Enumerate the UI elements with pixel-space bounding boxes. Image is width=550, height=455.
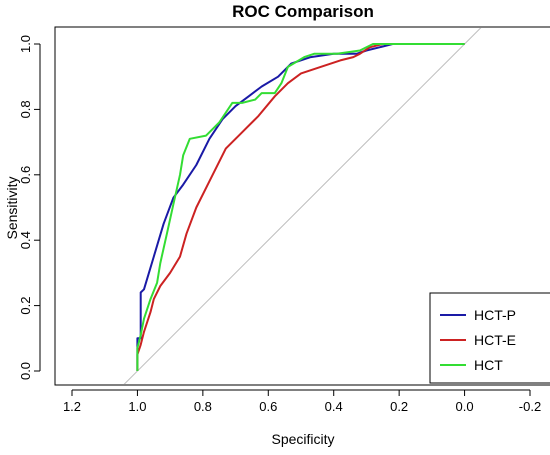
y-tick-label: 1.0 [18, 35, 33, 53]
x-tick-label: 0.8 [194, 399, 212, 414]
y-axis-label: Sensitivity [4, 176, 20, 239]
y-tick-label: 0.8 [18, 100, 33, 118]
roc-curve-hct [136, 43, 465, 371]
reference-layer [123, 28, 482, 384]
series-layer [136, 43, 465, 371]
roc-curve-hct-e [136, 43, 465, 371]
plot-frame [54, 26, 550, 386]
y-tick-label: 0.0 [18, 362, 33, 380]
y-tick-label: 0.6 [18, 166, 33, 184]
x-tick-label: 1.2 [63, 399, 81, 414]
x-axis: 1.2 1.0 0.8 0.6 0.4 0.2 0.0 -0.2 [63, 389, 541, 414]
x-axis-label: Specificity [271, 431, 334, 447]
chart-title: ROC Comparison [232, 2, 374, 21]
x-tick-label: 0.4 [325, 399, 343, 414]
x-tick-label: 1.0 [128, 399, 146, 414]
x-tick-label: 0.0 [456, 399, 474, 414]
x-tick-label: 0.6 [259, 399, 277, 414]
legend-box [429, 292, 550, 384]
x-tick-label: -0.2 [519, 399, 541, 414]
x-tick-label: 0.2 [390, 399, 408, 414]
legend-label: HCT-P [474, 307, 516, 323]
diagonal-reference-line [123, 28, 482, 384]
y-axis: 0.0 0.2 0.4 0.6 0.8 1.0 [18, 35, 41, 380]
y-tick-label: 0.4 [18, 231, 33, 249]
legend: HCT-P HCT-E HCT [429, 292, 550, 384]
y-tick-label: 0.2 [18, 297, 33, 315]
legend-label: HCT [474, 357, 503, 373]
legend-label: HCT-E [474, 332, 516, 348]
